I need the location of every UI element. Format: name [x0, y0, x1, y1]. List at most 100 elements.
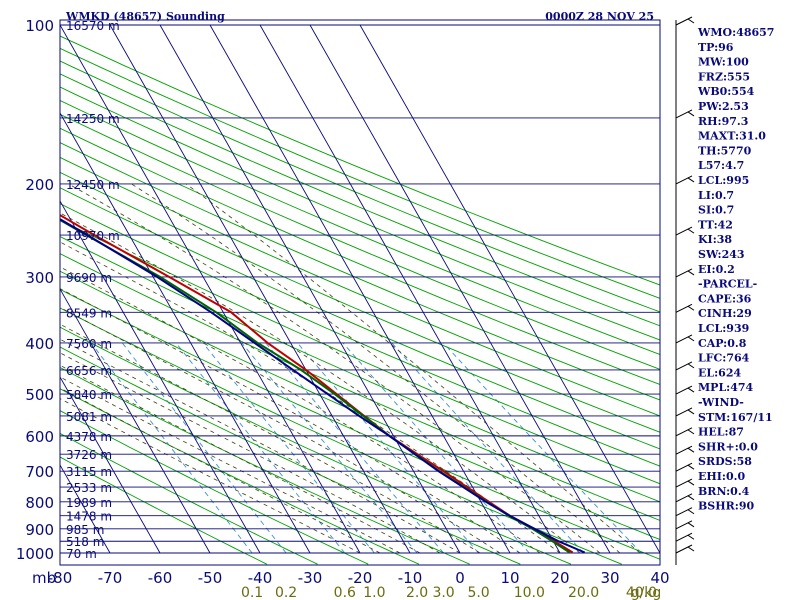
- mixing-ratio-label: 0.6: [334, 585, 356, 600]
- dry-adiabat: [60, 432, 318, 565]
- dry-adiabat: [60, 203, 660, 467]
- dry-adiabat: [60, 73, 660, 327]
- dry-adiabat: [60, 366, 470, 565]
- mixing-ratio-label: 3.0: [432, 585, 454, 600]
- temperature-tick-label: -50: [198, 569, 223, 587]
- mixing-ratio-label: 5.0: [467, 585, 489, 600]
- isotherm: [209, 24, 511, 554]
- wind-barb: [675, 544, 693, 554]
- dry-adiabat: [60, 171, 660, 433]
- temperature-tick-label: -20: [348, 569, 373, 587]
- height-label: 3115 m: [66, 465, 112, 479]
- height-label: 5081 m: [66, 410, 112, 424]
- wind-barb-flag: [687, 177, 695, 183]
- mixing-ratio-label: 2.0: [406, 585, 428, 600]
- wind-barb-flag: [687, 111, 695, 117]
- pressure-tick-label: 400: [25, 335, 54, 353]
- temperature-tick-label: -10: [398, 569, 423, 587]
- index-value: EHI:0.0: [698, 470, 745, 483]
- temperature-tick-label: -40: [248, 569, 273, 587]
- wind-barb-flag: [687, 305, 695, 311]
- plot-area: [60, 20, 660, 565]
- sounding-trace-3: [60, 218, 586, 554]
- wind-barb: [675, 507, 693, 517]
- temperature-tick-label: -30: [298, 569, 323, 587]
- height-label: 16570 m: [66, 19, 120, 33]
- height-label: 12450 m: [66, 178, 120, 192]
- dry-adiabat: [60, 47, 660, 299]
- wind-barb-flag: [687, 387, 695, 393]
- dry-adiabat: [60, 288, 660, 560]
- index-value: CAP:0.8: [698, 337, 747, 350]
- index-value: TT:42: [698, 218, 733, 231]
- wind-barb: [675, 16, 693, 26]
- wind-barb-flag: [687, 270, 695, 276]
- height-label: 9690 m: [66, 271, 112, 285]
- temperature-tick-label: -80: [48, 569, 73, 587]
- wind-barb: [675, 175, 693, 185]
- mixing-ratio-label: 20.0: [568, 585, 599, 600]
- index-value: MW:100: [698, 56, 749, 69]
- index-value: EL:624: [698, 366, 741, 379]
- temperature-tick-label: -70: [98, 569, 123, 587]
- observation-time: 0000Z 28 NOV 25: [545, 10, 654, 23]
- pressure-tick-label: 700: [25, 463, 54, 481]
- dry-adiabat: [60, 456, 267, 565]
- index-value: LFC:764: [698, 352, 750, 365]
- index-value: BRN:0.4: [698, 485, 750, 498]
- sounding-traces: [60, 213, 586, 554]
- temperature-tick-label: 20: [550, 569, 569, 587]
- index-value: SRDS:58: [698, 455, 752, 468]
- wind-barb-flag: [687, 522, 695, 528]
- index-value: WMO:48657: [697, 26, 774, 39]
- dry-adiabat: [60, 187, 660, 450]
- plot-frame: [59, 19, 661, 566]
- index-value: EI:0.2: [698, 263, 735, 276]
- mixing-ratio-unit: g/kg: [631, 585, 662, 600]
- index-value: STM:167/11: [698, 411, 773, 424]
- pressure-tick-label: 100: [25, 17, 54, 35]
- chart-title: WMKD (48657) Sounding: [65, 10, 225, 23]
- index-value: TP:96: [698, 41, 734, 54]
- dry-adiabat: [60, 253, 660, 521]
- wind-barb: [675, 407, 693, 417]
- wind-barb-flag: [687, 18, 695, 24]
- index-value: CINH:29: [698, 307, 752, 320]
- index-value: LCL:939: [698, 322, 749, 335]
- index-value: L57:4.7: [698, 159, 744, 172]
- moist-adiabat: [60, 288, 521, 554]
- index-value: WB0:554: [697, 85, 755, 98]
- wind-barb-flag: [687, 363, 695, 369]
- dry-adiabat: [60, 388, 420, 565]
- index-value: MAXT:31.0: [698, 130, 766, 143]
- temperature-axis-labels: mb-80 -70 -60 -50 -40 -30 -20 -10 0 10 20 30 40: [32, 569, 670, 587]
- isotherm: [309, 24, 611, 554]
- mixing-ratio-label: 0.2: [275, 585, 297, 600]
- wind-barb: [675, 268, 693, 278]
- wind-barb: [675, 303, 693, 313]
- wind-barb: [675, 493, 693, 503]
- wind-barb-flag: [687, 228, 695, 234]
- dry-adiabat: [60, 86, 660, 341]
- index-value: TH:5770: [698, 144, 752, 157]
- dry-adiabat: [60, 60, 660, 313]
- dry-adiabat: [60, 326, 572, 565]
- wind-barb: [675, 478, 693, 488]
- isotherm: [60, 200, 261, 554]
- height-label: 7560 m: [66, 337, 112, 351]
- wind-barb: [675, 532, 693, 542]
- wind-barb-flag: [687, 534, 695, 540]
- height-label: 70 m: [66, 547, 97, 561]
- index-value: CAPE:36: [698, 292, 752, 305]
- pressure-tick-label: 300: [25, 269, 54, 287]
- wind-barb-flag: [687, 546, 695, 552]
- height-label: 1478 m: [66, 510, 112, 524]
- wind-barb: [675, 462, 693, 472]
- wind-barb: [675, 385, 693, 395]
- wind-barb-flag: [687, 464, 695, 470]
- isotherm: [109, 24, 411, 554]
- wind-barb: [675, 445, 693, 455]
- dry-adiabat: [60, 113, 660, 370]
